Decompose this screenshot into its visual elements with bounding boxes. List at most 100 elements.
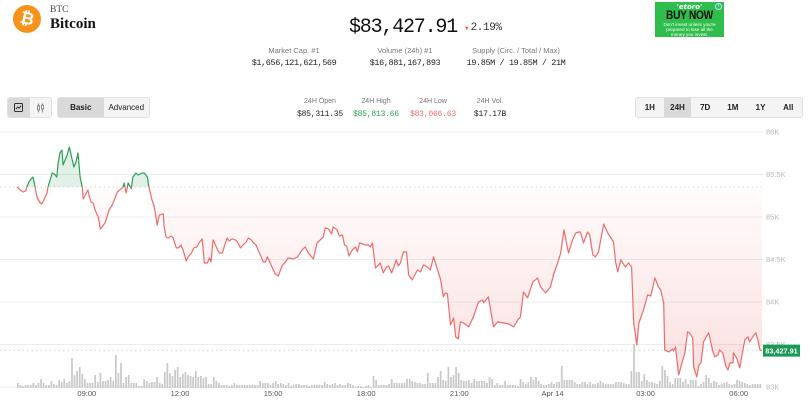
volume-bar <box>674 378 677 388</box>
volume-bar <box>316 385 318 388</box>
volume-bar <box>437 377 439 388</box>
range-1m-button[interactable]: 1M <box>727 103 739 112</box>
volume-bar <box>89 383 91 388</box>
volume-bar <box>120 363 122 388</box>
candlestick-chart-button[interactable] <box>30 98 52 117</box>
volume-bar <box>68 381 71 388</box>
range-24h-button[interactable]: 24H <box>663 98 692 117</box>
volume-bar <box>372 376 375 388</box>
volume-bar <box>604 384 607 388</box>
volume-bar <box>212 377 215 388</box>
price-chart[interactable]: 86K85.5K85K84.5K84K83.5K83K83,427.9109:0… <box>0 124 810 406</box>
volume-bar <box>385 385 388 388</box>
volume-bar <box>746 384 749 388</box>
volume-bar <box>759 384 762 388</box>
volume-bar <box>514 385 517 388</box>
mode-advanced-button[interactable]: Advanced <box>108 103 145 112</box>
y-axis-label: 83K <box>766 383 779 392</box>
volume-bar <box>344 385 347 388</box>
volume-bar <box>679 378 682 388</box>
volume-bar <box>243 385 246 388</box>
volume-bar <box>125 377 127 388</box>
volume-bar <box>723 383 726 388</box>
day-stat-high: 24H High $85,813.66 <box>341 97 411 120</box>
volume-bar <box>238 385 241 388</box>
volume-bar <box>622 383 625 388</box>
info-icon[interactable]: i <box>715 3 722 10</box>
volume-bar <box>323 382 326 388</box>
volume-bar <box>122 383 125 388</box>
volume-bar <box>488 377 491 388</box>
volume-bar <box>620 382 622 388</box>
volume-bar <box>27 385 30 388</box>
volume-bar <box>442 380 445 388</box>
volume-bar <box>81 374 84 388</box>
volume-bar <box>646 380 648 388</box>
volume-bar <box>197 377 200 388</box>
volume-bar <box>586 384 589 388</box>
volume-bar <box>313 385 316 388</box>
line-chart-button[interactable] <box>8 98 30 117</box>
volume-bar <box>305 385 308 388</box>
volume-bar <box>581 382 584 388</box>
chart-type-toggle <box>7 97 52 118</box>
volume-bar <box>401 383 403 388</box>
time-range-selector: 1H 24H 7D 1M 1Y All <box>635 97 803 118</box>
volume-bar <box>32 383 35 388</box>
volume-bar <box>413 382 416 388</box>
range-7d-button[interactable]: 7D <box>700 103 711 112</box>
volume-bar <box>501 385 504 388</box>
range-all-button[interactable]: All <box>783 103 794 112</box>
range-1y-button[interactable]: 1Y <box>755 103 766 112</box>
current-price-badge-label: 83,427.91 <box>765 346 797 355</box>
volume-bar <box>664 370 666 388</box>
stat-label: Volume (24h) #1 <box>377 46 433 55</box>
volume-bar <box>135 383 138 388</box>
volume-bar <box>53 384 55 388</box>
volume-bar <box>318 385 321 388</box>
buy-now-label: BUY NOW <box>666 10 713 22</box>
volume-bar <box>731 385 733 388</box>
volume-bar <box>328 385 331 388</box>
volume-bar <box>192 377 194 388</box>
volume-bar <box>65 383 68 388</box>
volume-bar <box>362 387 365 388</box>
volume-bar <box>308 386 310 388</box>
volume-bar <box>563 380 566 388</box>
range-1h-button[interactable]: 1H <box>644 103 655 112</box>
volume-bar <box>210 384 213 388</box>
volume-bar <box>297 384 300 388</box>
volume-bar <box>169 373 171 388</box>
volume-bar <box>568 380 571 388</box>
volume-bar <box>60 382 63 388</box>
volume-bar <box>251 385 254 388</box>
volume-bar <box>285 385 287 388</box>
volume-bar <box>112 381 115 388</box>
volume-bar <box>676 378 679 388</box>
volume-bar <box>720 384 723 388</box>
etoro-ad-banner[interactable]: 'etoro' BUY NOW Don't invest unless you'… <box>655 2 724 37</box>
volume-bar <box>478 381 481 388</box>
volume-bar <box>511 385 514 388</box>
day-stat-label: 24H High <box>361 98 391 105</box>
volume-bar <box>272 383 274 388</box>
volume-bar <box>633 344 635 388</box>
volume-bar <box>55 385 58 388</box>
volume-bar <box>163 372 166 388</box>
mode-basic-button[interactable]: Basic <box>58 98 104 117</box>
volume-bar <box>161 384 164 388</box>
volume-bar <box>756 384 759 388</box>
volume-bar <box>705 375 707 388</box>
volume-bar <box>589 382 591 388</box>
volume-bar <box>403 383 406 388</box>
volume-bar <box>261 383 264 388</box>
loss-area <box>17 187 762 377</box>
volume-bar <box>450 377 452 388</box>
volume-bar <box>71 358 73 388</box>
volume-bar <box>625 384 628 388</box>
volume-bar <box>462 381 465 388</box>
volume-bar <box>76 371 78 388</box>
volume-bar <box>653 383 656 388</box>
volume-bar <box>481 381 483 388</box>
volume-bar <box>457 373 460 388</box>
